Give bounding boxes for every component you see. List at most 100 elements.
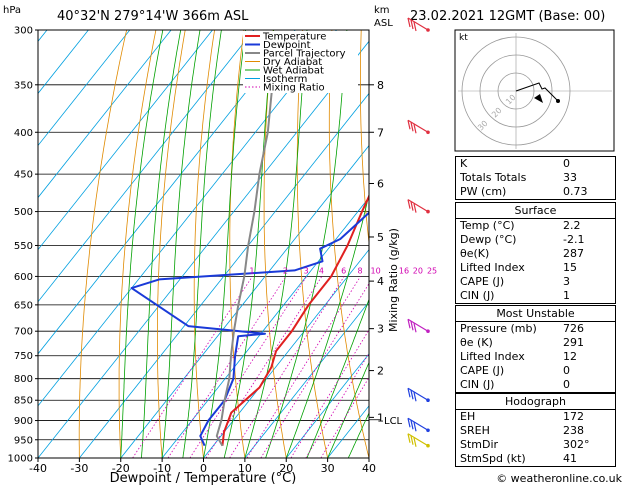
temperature-tick-label: 20 — [279, 462, 293, 475]
isotherm-line — [285, 353, 369, 458]
temperature-tick-label: -20 — [112, 462, 130, 475]
wet-adiabat-lines — [120, 30, 369, 458]
mixing-ratio-line — [189, 276, 307, 458]
profile-lines — [130, 41, 369, 447]
wind-barb-flag — [407, 17, 411, 28]
series-dewpoint — [130, 211, 369, 447]
surface-value: 2.2 — [563, 219, 581, 232]
wind-barbs — [407, 17, 430, 448]
wind-barb-shaft — [407, 119, 429, 133]
wind-barb-flag — [410, 390, 414, 400]
isotherm-line — [38, 30, 131, 147]
wind-barb-dot — [426, 130, 430, 135]
wind-barb-flag — [413, 124, 417, 134]
km-tick-label: 3 — [377, 323, 384, 336]
wind-barb-flag — [413, 21, 417, 32]
km-tick-label: 6 — [377, 177, 384, 190]
series-temperature — [221, 194, 369, 446]
wind-barb-shaft — [407, 387, 429, 401]
wind-barb-flag — [413, 437, 417, 447]
km-axis: 8 7 6 5 4 3 2 1 — [369, 79, 384, 424]
hodograph-title: Hodograph — [456, 394, 615, 410]
surface-label: Lifted Index — [460, 261, 525, 274]
wind-barb-shaft — [407, 417, 429, 431]
wind-barb-flag — [410, 435, 414, 445]
series-parcel-trajectory — [215, 41, 279, 447]
km-tick-label: 7 — [377, 126, 384, 139]
mu-value: 0 — [563, 364, 570, 377]
hodo-label: StmSpd (kt) — [460, 452, 526, 465]
legend-entry: Dry Adiabat — [263, 57, 322, 68]
hodo-row: StmSpd (kt) 41 — [456, 452, 615, 466]
most-unstable-title: Most Unstable — [456, 306, 615, 322]
wind-barb-flag — [410, 19, 414, 30]
surface-row: Lifted Index 15 — [456, 261, 615, 275]
mixing-ratio-label: 8 — [357, 266, 362, 275]
wet-adiabat-line — [327, 361, 369, 458]
pressure-tick-label: 450 — [14, 170, 33, 181]
wind-barb-flag — [413, 392, 417, 402]
surface-panel: Surface Temp (°C) 2.2 Dewp (°C) -2.1 θe(K)… — [455, 202, 616, 304]
pressure-tick-label: 800 — [14, 374, 33, 385]
mixing-ratio-line — [320, 376, 369, 458]
hodo-value: 302° — [563, 438, 590, 451]
legend-entry: Isotherm — [263, 74, 307, 85]
surface-value: 15 — [563, 261, 577, 274]
pressure-tick-label: 400 — [14, 128, 33, 139]
hodo-label: SREH — [460, 424, 490, 437]
dry-adiabat-lines — [78, 30, 369, 458]
mu-row: CIN (J) 0 — [456, 378, 615, 392]
isobar-lines — [38, 30, 369, 458]
index-value: 33 — [563, 171, 577, 184]
mu-row: Lifted Index 12 — [456, 350, 615, 364]
mixing-ratio-line — [167, 276, 287, 458]
dry-adiabat-line — [193, 30, 215, 458]
surface-row: θe(K) 287 — [456, 247, 615, 261]
temperature-tick-label: -10 — [153, 462, 171, 475]
wind-barb-flag — [407, 388, 411, 398]
wet-adiabat-line — [161, 30, 201, 458]
mu-value: 291 — [563, 336, 584, 349]
surface-label: Temp (°C) — [460, 219, 515, 232]
hodograph-trace — [515, 82, 559, 102]
pressure-tick-label: 750 — [14, 351, 33, 362]
mu-label: CIN (J) — [460, 378, 495, 391]
mixing-ratio-line — [205, 276, 323, 458]
dry-adiabat-line — [359, 30, 369, 247]
legend-entry: Dewpoint — [263, 40, 311, 51]
legend-entry: Wet Adiabat — [263, 66, 324, 77]
mixing-ratio-lines — [132, 276, 369, 458]
km-tick-label: 2 — [377, 365, 384, 378]
mu-row: θe (K) 291 — [456, 336, 615, 350]
pressure-tick-label: 600 — [14, 272, 33, 283]
surface-title: Surface — [456, 203, 615, 219]
hodo-label: EH — [460, 410, 476, 423]
mu-label: Pressure (mb) — [460, 322, 537, 335]
datetime-title: 23.02.2021 12GMT (Base: 00) — [410, 9, 605, 24]
wet-adiabat-line — [244, 30, 308, 458]
mixing-ratio-line — [132, 276, 253, 458]
mixing-ratio-label: 6 — [341, 266, 346, 275]
temperature-axis: -40 -30 -20 -10 0 10 20 30 40 — [29, 458, 376, 475]
mixing-ratio-label: 4 — [319, 266, 324, 275]
legend-background — [243, 31, 358, 93]
isotherm-line — [38, 30, 337, 407]
km-tick-label: 4 — [377, 275, 384, 288]
mixing-ratio-labels: 1 2 3 4 6 8 10 16 20 25 — [249, 266, 437, 275]
km-tick-label: 8 — [377, 79, 384, 92]
surface-value: 287 — [563, 247, 584, 260]
pressure-tick-label: 350 — [14, 80, 33, 91]
dry-adiabat-line — [328, 30, 369, 458]
mu-label: Lifted Index — [460, 350, 525, 363]
hodograph-panel: Hodograph EH 172 SREH 238 StmDir 302° StmSp… — [455, 393, 616, 467]
mixing-ratio-label: 20 — [413, 266, 423, 275]
wind-barb-flag — [410, 201, 414, 211]
wind-barb-dot — [426, 443, 430, 448]
wind-barb-flag — [407, 433, 411, 443]
wind-barb-shaft — [407, 318, 429, 332]
index-label: PW (cm) — [460, 185, 507, 198]
wind-barb-dot — [426, 209, 430, 214]
mu-value: 726 — [563, 322, 584, 335]
wind-barb-flag — [407, 319, 411, 329]
